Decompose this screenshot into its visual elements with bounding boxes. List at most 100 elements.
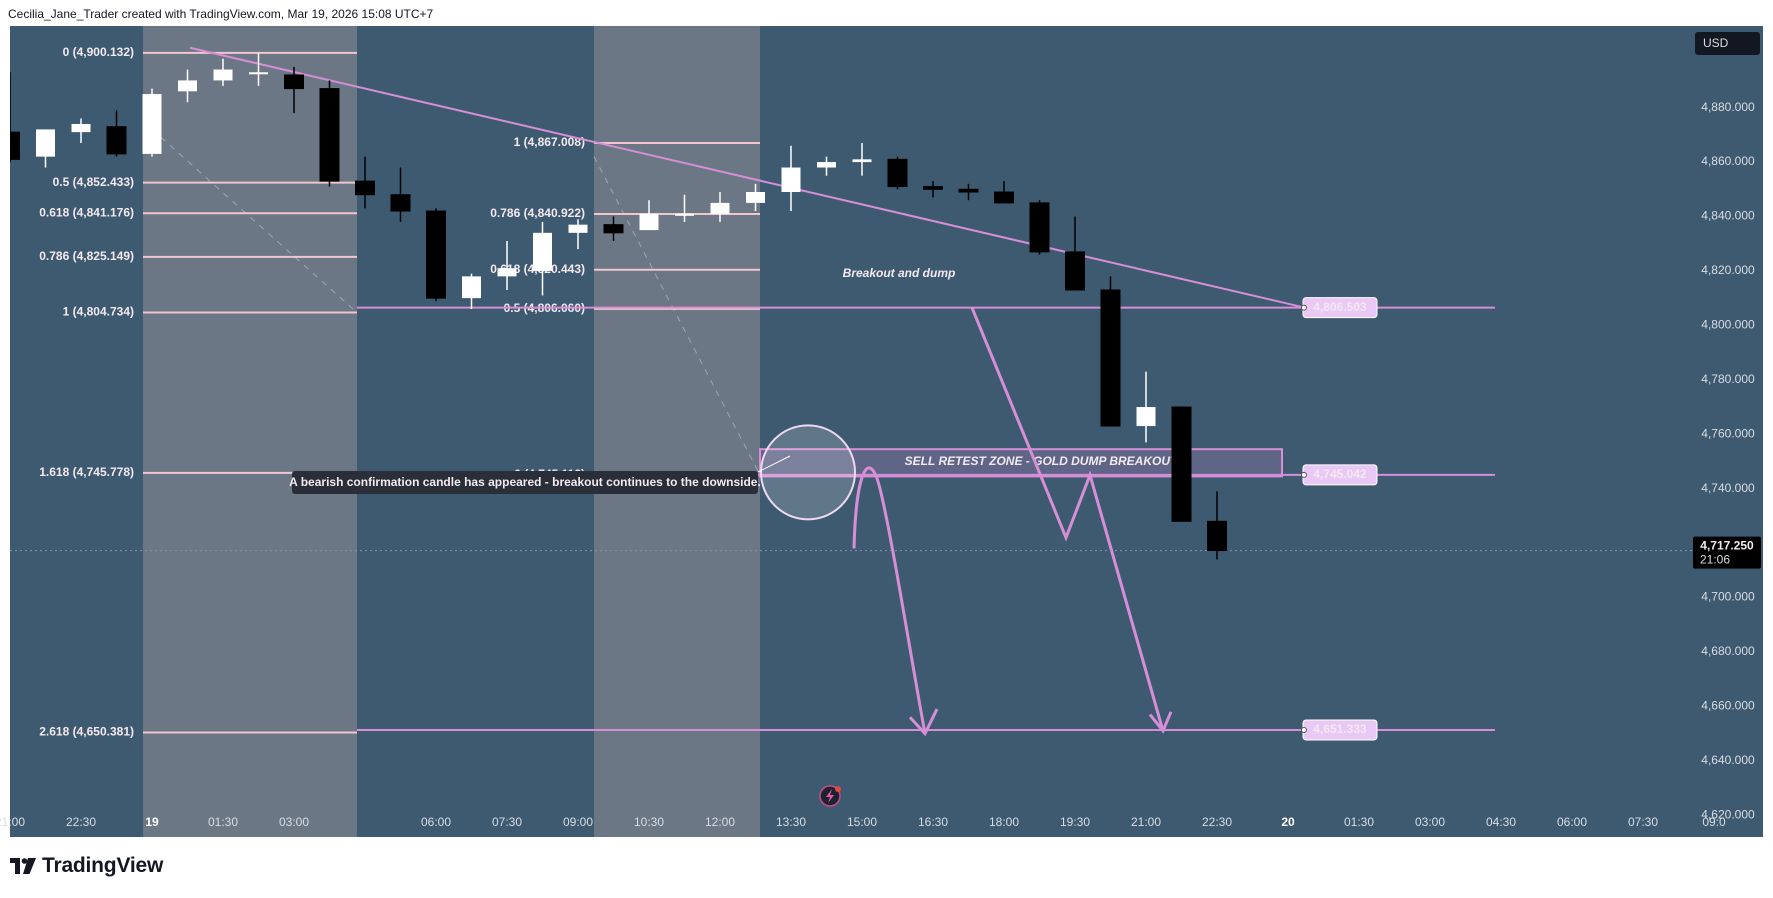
time-axis-tick: 01:30 (208, 815, 238, 829)
time-axis-tick: 04:30 (1486, 815, 1516, 829)
tooltip-text: A bearish confirmation candle has appear… (289, 475, 761, 489)
candle-body (249, 72, 268, 75)
price-axis-tick: 4,780.000 (1701, 372, 1755, 386)
candle-body (923, 186, 943, 190)
candle-body (603, 224, 624, 234)
price-axis-tick: 4,640.000 (1701, 753, 1755, 767)
price-axis-tick: 4,680.000 (1701, 644, 1755, 658)
candle-body (390, 194, 411, 212)
fib-left-level-label: 0.786 (4,825.149) (39, 249, 134, 263)
price-axis-tick: 4,760.000 (1701, 426, 1755, 440)
candle-body (142, 94, 162, 154)
price-axis-tick: 4,740.000 (1701, 481, 1755, 495)
bar-countdown: 21:06 (1700, 553, 1730, 567)
candle-body (10, 131, 20, 160)
time-axis-tick: 20 (1281, 815, 1295, 829)
event-dot-icon (835, 786, 841, 792)
candle-body (675, 213, 694, 216)
price-axis-tick: 4,660.000 (1701, 699, 1755, 713)
event-icon[interactable] (819, 785, 841, 807)
projection-arrowhead-right (1148, 711, 1173, 734)
chart-attribution: Cecilia_Jane_Trader created with Trading… (8, 7, 434, 21)
fib-left-level-label: 2.618 (4,650.381) (39, 725, 134, 739)
price-axis-tick: 4,840.000 (1701, 209, 1755, 223)
currency-button-label: USD (1703, 36, 1729, 50)
time-axis-tick: 06:00 (421, 815, 451, 829)
candle-body (284, 74, 304, 90)
level-anchor-dot (1301, 726, 1307, 733)
breakout-text: Breakout and dump (843, 266, 956, 280)
level-price-tag[interactable]: 4,806.503 (1301, 297, 1378, 319)
candle-body (958, 188, 979, 193)
lightning-bolt-icon (826, 789, 834, 803)
tradingview-logo-text: TradingView (42, 854, 164, 877)
fib-left-level-label: 1 (4,804.734) (63, 305, 134, 319)
price-axis-tick: 4,820.000 (1701, 263, 1755, 277)
candle-body (1171, 406, 1192, 522)
level-anchor-dot (1301, 471, 1307, 478)
level-price-tag-text: 4,651.333 (1313, 722, 1367, 736)
fib-right-level-label: 0.786 (4,840.922) (490, 206, 585, 220)
candle-body (639, 213, 659, 231)
time-axis-tick: 21:00 (0, 815, 25, 829)
time-axis-tick: 01:30 (1344, 815, 1374, 829)
price-axis-tick: 4,620.000 (1701, 807, 1755, 821)
price-axis-tick: 4,800.000 (1701, 318, 1755, 332)
time-axis-tick: 10:30 (634, 815, 664, 829)
candle-body (213, 69, 233, 81)
level-price-tag[interactable]: 4,651.333 (1301, 719, 1378, 741)
time-axis-tick: 07:30 (492, 815, 522, 829)
fib-left-level-label: 0.5 (4,852.433) (53, 175, 134, 189)
price-axis-tick: 4,700.000 (1701, 590, 1755, 604)
candle-body (1029, 202, 1050, 253)
candle-body (71, 123, 91, 133)
time-axis-tick: 03:00 (279, 815, 309, 829)
time-axis-tick: 03:00 (1415, 815, 1445, 829)
time-axis-tick: 19 (145, 815, 159, 829)
candle-body (319, 88, 340, 182)
candle-body (497, 268, 517, 277)
bearish-tooltip: A bearish confirmation candle has appear… (289, 455, 791, 494)
candle-body (1207, 520, 1227, 552)
fib-right-level-label: 1 (4,867.008) (514, 135, 585, 149)
currency-button[interactable]: USD (1695, 32, 1760, 55)
level-price-tag[interactable]: 4,745.042 (1301, 464, 1378, 486)
candle-body (781, 167, 801, 193)
candle-body (746, 192, 765, 203)
time-axis-tick: 21:00 (1131, 815, 1161, 829)
candle-body (710, 202, 730, 214)
level-price-tag-text: 4,745.042 (1313, 467, 1367, 481)
fib-left-level-label: 0 (4,900.132) (63, 45, 134, 59)
sell-retest-zone (759, 448, 1283, 478)
time-axis-tick: 18:00 (989, 815, 1019, 829)
tooltip-bg (292, 471, 758, 494)
time-axis-tick: 07:30 (1628, 815, 1658, 829)
currency-button-bg (1695, 32, 1760, 55)
highlight-circle (760, 424, 856, 521)
candle-body (106, 126, 127, 155)
fib-left-level-label: 0.618 (4,841.176) (39, 205, 134, 219)
time-axis-tick: 09:0 (1702, 815, 1726, 829)
time-axis-tick: 22:30 (1202, 815, 1232, 829)
time-axis-tick: 16:30 (918, 815, 948, 829)
level-anchor-dot (1301, 304, 1307, 311)
descending-trendline (189, 46, 1306, 309)
candle-body (36, 129, 55, 157)
price-axis-tick: 4,880.000 (1701, 100, 1755, 114)
time-axis-tick: 09:00 (563, 815, 593, 829)
candle-body (568, 224, 588, 233)
current-price-value: 4,717.250 (1700, 539, 1754, 553)
candle-body (1136, 407, 1156, 427)
projection-arrowhead-left (908, 708, 939, 737)
candle-body (817, 162, 836, 168)
tradingview-logo[interactable]: TradingView (10, 853, 163, 879)
candle-body (426, 210, 446, 299)
current-price-tag-bg (1693, 536, 1761, 569)
candle-body (533, 232, 552, 271)
projection-path-left (852, 466, 927, 734)
candle-body (887, 158, 908, 188)
level-price-tag-text: 4,806.503 (1313, 300, 1367, 314)
candle-body (994, 191, 1014, 204)
